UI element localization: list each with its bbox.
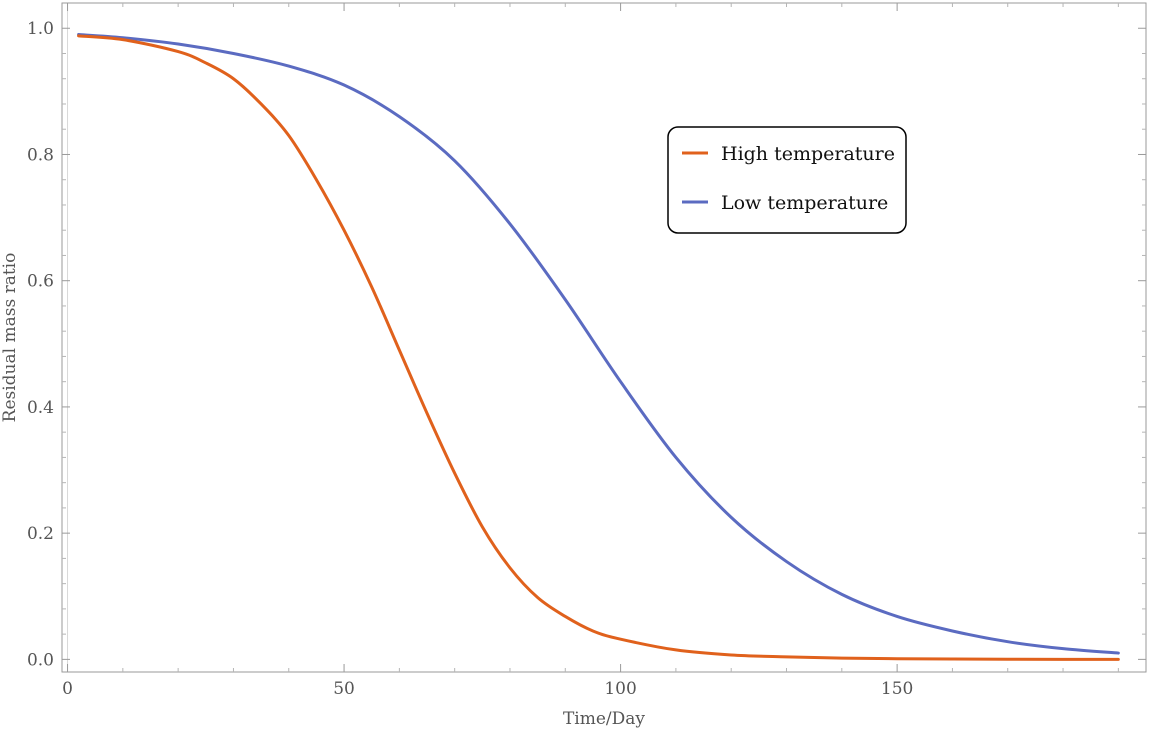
legend-label-high-temperature: High temperature xyxy=(721,143,895,165)
axis-ticks xyxy=(62,3,1146,672)
x-axis-title: Time/Day xyxy=(563,709,645,729)
legend: High temperature Low temperature xyxy=(667,126,907,234)
y-tick-label: 1.0 xyxy=(27,19,54,39)
series-lines xyxy=(77,33,1120,661)
x-tick-label: 100 xyxy=(604,679,636,699)
y-tick-label: 0.4 xyxy=(27,398,54,418)
y-tick-label: 0.0 xyxy=(27,650,54,670)
tick-labels: 0 50 100 150 0.0 0.2 0.4 0.6 0.8 1.0 xyxy=(27,19,913,699)
series-line-high-temperature xyxy=(77,34,1120,661)
plot-frame xyxy=(61,2,1147,673)
legend-label-low-temperature: Low temperature xyxy=(721,192,888,214)
series-line-low-temperature xyxy=(77,33,1120,655)
x-tick-label: 0 xyxy=(62,679,73,699)
legend-box xyxy=(667,126,907,234)
x-tick-label: 150 xyxy=(881,679,913,699)
y-axis-title: Residual mass ratio xyxy=(0,253,20,423)
plot-border xyxy=(61,2,1147,673)
y-tick-label: 0.6 xyxy=(27,272,54,292)
y-tick-label: 0.8 xyxy=(27,145,54,165)
y-tick-label: 0.2 xyxy=(27,524,54,544)
x-tick-label: 50 xyxy=(333,679,355,699)
